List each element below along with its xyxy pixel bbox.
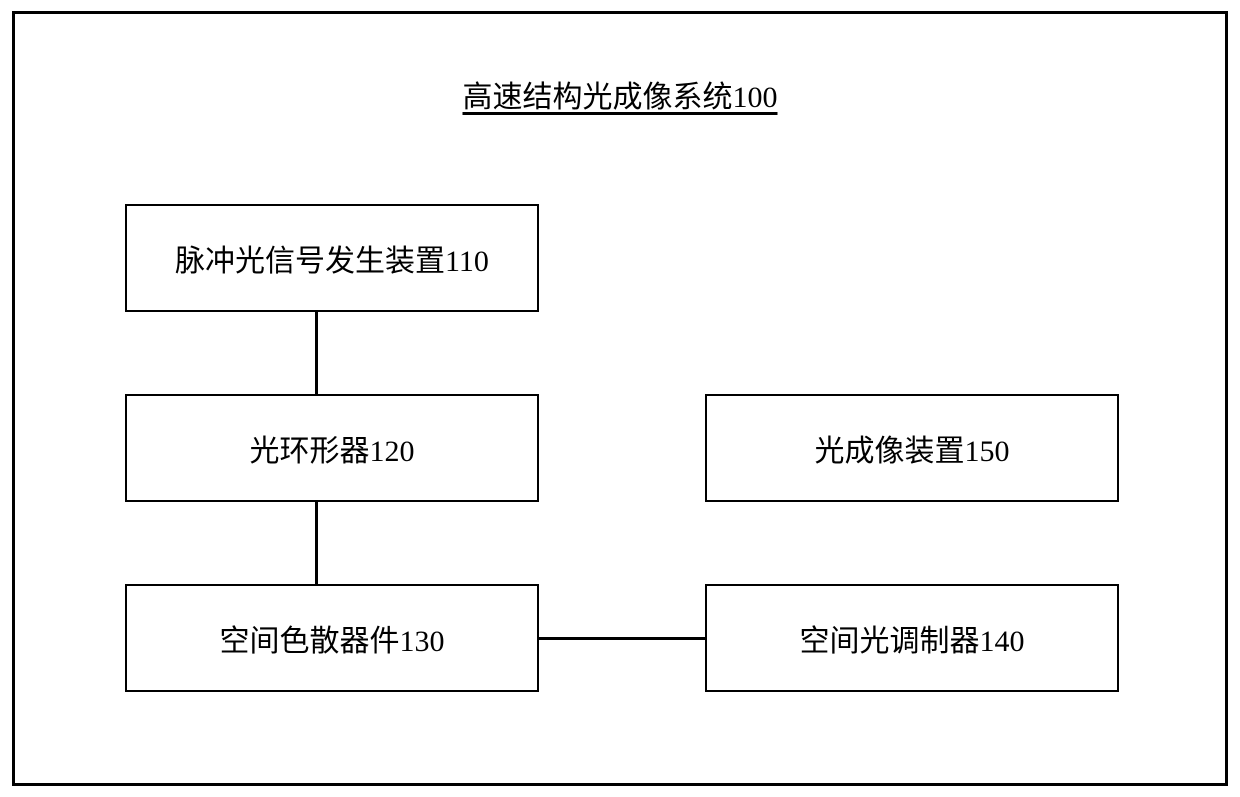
node-spatial-dispersion-device: 空间色散器件130 <box>125 584 539 692</box>
node-label: 脉冲光信号发生装置110 <box>175 236 489 280</box>
edge-130-to-140 <box>539 637 705 640</box>
node-spatial-light-modulator: 空间光调制器140 <box>705 584 1119 692</box>
node-label: 空间色散器件130 <box>220 616 445 660</box>
node-pulse-signal-generator: 脉冲光信号发生装置110 <box>125 204 539 312</box>
node-label: 光成像装置150 <box>815 426 1010 470</box>
diagram-title: 高速结构光成像系统100 <box>15 72 1225 116</box>
edge-120-to-130 <box>315 502 318 584</box>
system-container: 高速结构光成像系统100 脉冲光信号发生装置110 光环形器120 空间色散器件… <box>12 11 1228 786</box>
node-optical-imaging-device: 光成像装置150 <box>705 394 1119 502</box>
node-label: 空间光调制器140 <box>800 616 1025 660</box>
node-optical-circulator: 光环形器120 <box>125 394 539 502</box>
edge-110-to-120 <box>315 312 318 394</box>
node-label: 光环形器120 <box>250 426 415 470</box>
